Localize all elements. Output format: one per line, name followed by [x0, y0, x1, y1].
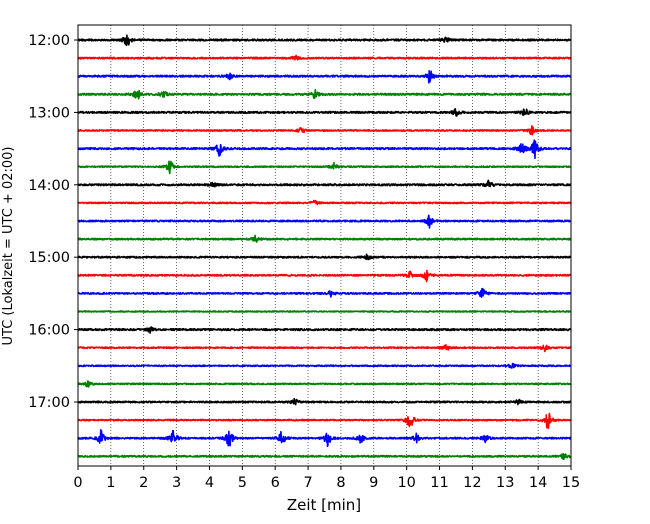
y-tick-label: 15:00: [28, 250, 70, 266]
trace-line: [77, 362, 572, 369]
trace-line: [77, 34, 572, 47]
trace-line: [77, 54, 572, 61]
x-tick-label: 0: [73, 475, 82, 491]
x-axis-label: Zeit [min]: [287, 496, 361, 514]
x-tick-label: 13: [496, 475, 514, 491]
y-tick-label: 14:00: [28, 178, 70, 194]
x-tick-label: 9: [369, 475, 378, 491]
trace-group: [77, 34, 572, 461]
trace-line: [77, 199, 572, 206]
y-axis-label: UTC (Lokalzeit = UTC + 02:00): [1, 147, 16, 346]
trace-line: [77, 344, 572, 353]
y-tick-label: 12:00: [28, 33, 70, 49]
trace-line: [77, 310, 572, 313]
trace-line: [77, 412, 572, 430]
trace-line: [77, 253, 572, 261]
trace-line: [77, 70, 572, 84]
trace-line: [77, 88, 572, 100]
trace-line: [77, 397, 572, 406]
trace-line: [77, 139, 572, 160]
x-tick-label: 10: [397, 475, 415, 491]
x-axis: 0 1 2 3 4 5 6 7 8 9 10 11 12 13 14 15: [73, 466, 580, 491]
x-tick-label: 1: [106, 475, 115, 491]
trace-line: [77, 380, 572, 388]
trace-line: [77, 326, 572, 334]
trace-line: [77, 234, 572, 243]
trace-line: [77, 214, 572, 229]
trace-line: [77, 453, 572, 461]
trace-line: [77, 160, 572, 175]
x-tick-label: 2: [139, 475, 148, 491]
x-tick-label: 15: [562, 475, 580, 491]
y-tick-label: 17:00: [28, 395, 70, 411]
x-tick-label: 7: [303, 475, 312, 491]
trace-line: [77, 108, 572, 117]
x-tick-label: 8: [336, 475, 345, 491]
x-tick-label: 6: [271, 475, 280, 491]
y-tick-label: 13:00: [28, 105, 70, 121]
trace-line: [77, 179, 572, 188]
trace-line: [77, 287, 572, 298]
trace-line: [77, 269, 572, 283]
x-tick-label: 14: [529, 475, 547, 491]
x-tick-label: 3: [172, 475, 181, 491]
x-tick-label: 4: [205, 475, 214, 491]
plot-frame: [77, 24, 572, 467]
vertical-grid: [110, 25, 539, 466]
trace-line: [77, 428, 572, 448]
y-axis: 12:00 13:00 14:00 15:00 16:00 17:00: [28, 33, 78, 411]
y-tick-label: 16:00: [28, 323, 70, 339]
x-tick-label: 11: [430, 475, 448, 491]
x-tick-label: 5: [238, 475, 247, 491]
trace-line: [77, 124, 572, 136]
x-tick-label: 12: [463, 475, 481, 491]
